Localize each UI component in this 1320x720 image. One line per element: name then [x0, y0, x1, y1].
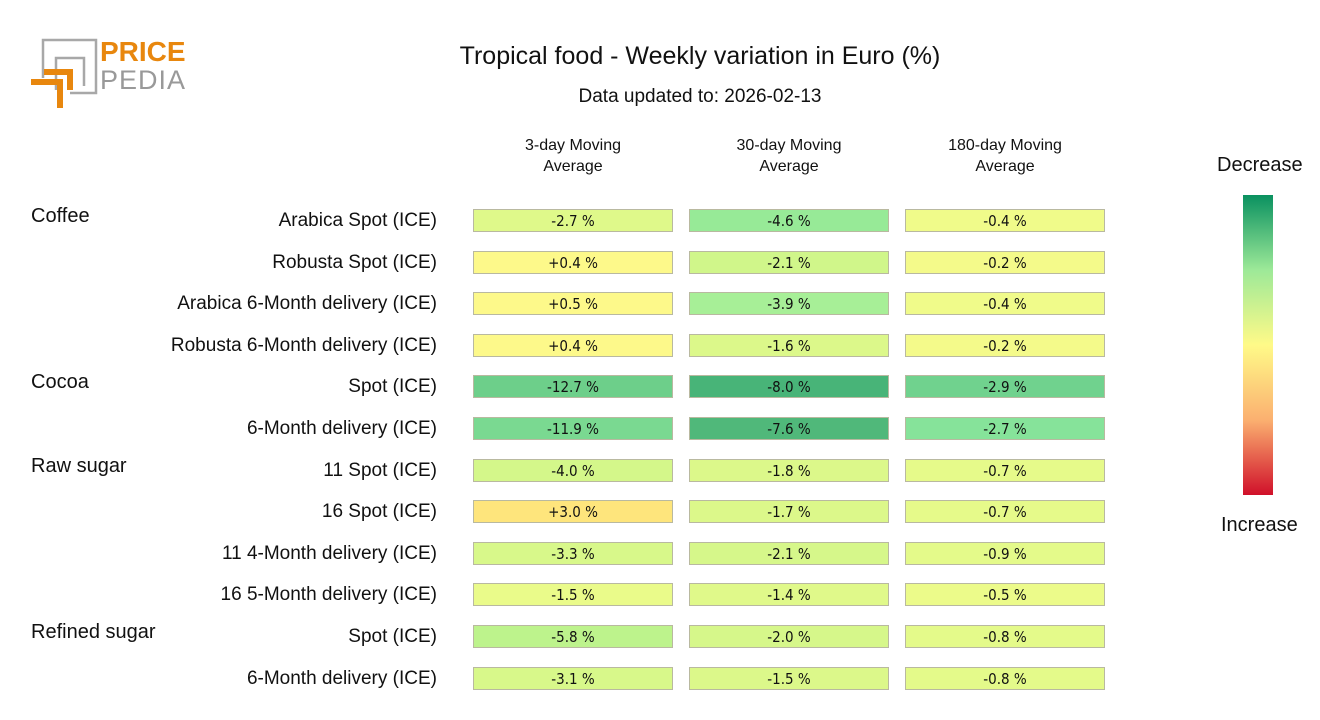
logo-text-price: PRICE	[100, 36, 186, 67]
color-scale-bar	[1243, 195, 1273, 495]
column-header: 3-day Moving Average	[524, 137, 622, 175]
logo-text-pedia: PEDIA	[100, 65, 187, 95]
heatmap-cell: -2.1 %	[689, 250, 889, 274]
row-label: Robusta 6-Month delivery (ICE)	[170, 334, 437, 356]
heatmap-cell: +0.5 %	[473, 292, 673, 316]
heatmap-cell: -11.9 %	[473, 417, 673, 440]
heatmap-cell: -12.7 %	[473, 375, 673, 399]
heatmap-cell: -0.5 %	[905, 583, 1105, 607]
heatmap-cell: -0.2 %	[905, 333, 1105, 357]
heatmap-cell: -3.3 %	[473, 541, 673, 565]
heatmap-cell: -0.8 %	[905, 625, 1105, 648]
heatmap-cell: -5.8 %	[473, 625, 673, 648]
heatmap-cell: -4.0 %	[473, 458, 673, 482]
heatmap-cell: +3.0 %	[473, 500, 673, 524]
heatmap-cell: -2.7 %	[473, 209, 673, 232]
heatmap-cell: -3.1 %	[473, 666, 673, 690]
row-label: Robusta Spot (ICE)	[272, 251, 437, 273]
heatmap-cell: -1.6 %	[689, 333, 889, 357]
row-label: 6-Month delivery (ICE)	[246, 418, 437, 439]
row-label: 16 5-Month delivery (ICE)	[220, 584, 437, 606]
heatmap-cell: -2.1 %	[689, 541, 889, 565]
heatmap-cell: -3.9 %	[689, 292, 889, 316]
heatmap-cell: -2.7 %	[905, 417, 1105, 440]
row-label: 11 Spot (ICE)	[323, 459, 437, 481]
heatmap-cell: -0.7 %	[905, 458, 1105, 482]
row-label: Arabica 6-Month delivery (ICE)	[177, 293, 437, 315]
heatmap-cell: -0.2 %	[905, 250, 1105, 274]
group-label: Raw sugar	[31, 454, 127, 477]
group-label: Refined sugar	[31, 621, 156, 643]
group-label: Coffee	[31, 205, 90, 227]
row-label: 6-Month delivery (ICE)	[246, 667, 437, 689]
legend-decrease-label: Decrease	[1217, 154, 1303, 176]
column-header: 30-day Moving Average	[736, 137, 842, 175]
heatmap-cell: -0.9 %	[905, 541, 1105, 565]
group-label: Cocoa	[31, 371, 89, 394]
row-label: Arabica Spot (ICE)	[278, 210, 437, 231]
logo: PRICE PEDIA	[30, 36, 190, 110]
heatmap-cell: -1.5 %	[689, 666, 889, 690]
heatmap-cell: -2.0 %	[689, 625, 889, 648]
heatmap-cell: -4.6 %	[689, 209, 889, 232]
column-header: 180-day Moving Average	[948, 137, 1062, 175]
pricepedia-logo-icon	[31, 38, 98, 108]
heatmap-cell: -1.7 %	[689, 500, 889, 524]
row-label: Spot (ICE)	[348, 376, 437, 398]
heatmap-cell: -1.5 %	[473, 583, 673, 607]
row-label: 16 Spot (ICE)	[321, 501, 437, 523]
chart-subtitle: Data updated to: 2026-02-13	[578, 86, 822, 107]
heatmap-cell: -1.8 %	[689, 458, 889, 482]
row-label: 11 4-Month delivery (ICE)	[221, 542, 437, 564]
heatmap-cell: -0.7 %	[905, 500, 1105, 524]
heatmap-cell: -0.4 %	[905, 209, 1105, 232]
heatmap-cell: -0.8 %	[905, 666, 1105, 690]
heatmap-cell: -7.6 %	[689, 417, 889, 440]
row-label: Spot (ICE)	[348, 626, 437, 647]
heatmap-cell: -8.0 %	[689, 375, 889, 399]
heatmap-cell: -1.4 %	[689, 583, 889, 607]
heatmap-cell: +0.4 %	[473, 333, 673, 357]
heatmap-cell: -2.9 %	[905, 375, 1105, 399]
heatmap-cell: -0.4 %	[905, 292, 1105, 316]
heatmap-cell: +0.4 %	[473, 250, 673, 274]
chart-title: Tropical food - Weekly variation in Euro…	[459, 42, 941, 70]
legend-increase-label: Increase	[1221, 514, 1298, 536]
